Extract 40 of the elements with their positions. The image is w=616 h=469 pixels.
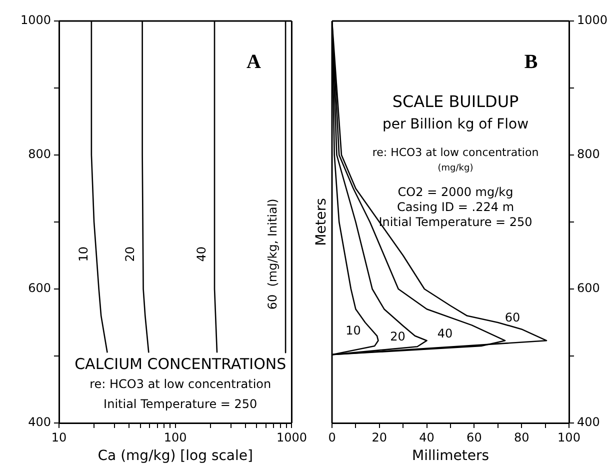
text: 10 — [76, 246, 90, 262]
y-axis-title: Meters — [314, 198, 330, 246]
x-tick-label: 40 — [419, 430, 434, 444]
x-tick-label: 100 — [558, 430, 580, 444]
y2-tick-label: 400 — [577, 415, 600, 430]
x-tick-label: 0 — [328, 430, 336, 444]
x-tick-label: 20 — [372, 430, 388, 444]
x-tick-label: 80 — [514, 430, 530, 444]
annotation: CO2 = 2000 mg/kg — [398, 185, 514, 200]
text: 40 — [194, 246, 209, 262]
series-label: 10 — [346, 324, 361, 338]
text: 60 (mg/kg, Initial) — [266, 198, 280, 310]
annotation: (mg/kg) — [438, 163, 474, 174]
x-tick-label: 60 — [466, 430, 482, 444]
series-label: 20 — [390, 330, 406, 344]
y2-tick-label: 1000 — [577, 13, 608, 28]
y-tick-label: 1000 — [20, 13, 51, 28]
x-axis-title: Ca (mg/kg) [log scale] — [98, 448, 253, 464]
x-tick-label: 100 — [164, 430, 187, 444]
text: B — [524, 51, 538, 74]
y-tick-label: 600 — [28, 281, 51, 296]
annotation: re: HCO3 at low concentration — [90, 377, 272, 392]
annotation: SCALE BUILDUP — [392, 92, 520, 112]
series-label: 60 — [504, 310, 520, 325]
annotation: Casing ID = .224 m — [396, 200, 514, 214]
annotation: re: HCO3 at low concentration — [372, 146, 539, 159]
text: A — [246, 51, 262, 74]
y2-tick-label: 800 — [577, 147, 600, 162]
y-tick-label: 800 — [28, 147, 51, 162]
annotation: Initial Temperature = 250 — [378, 215, 532, 230]
series-label: 40 — [437, 326, 453, 341]
annotation: per Billion kg of Flow — [382, 116, 529, 133]
annotation: Initial Temperature = 250 — [104, 397, 258, 412]
y-tick-label: 400 — [28, 415, 51, 430]
annotation: CALCIUM CONCENTRATIONS — [74, 354, 286, 373]
x-tick-label: 1000 — [276, 430, 308, 444]
x-axis-title: Millimeters — [412, 448, 490, 464]
x-tick-label: 10 — [51, 430, 67, 444]
y2-tick-label: 600 — [577, 281, 600, 296]
text: 20 — [123, 246, 138, 262]
